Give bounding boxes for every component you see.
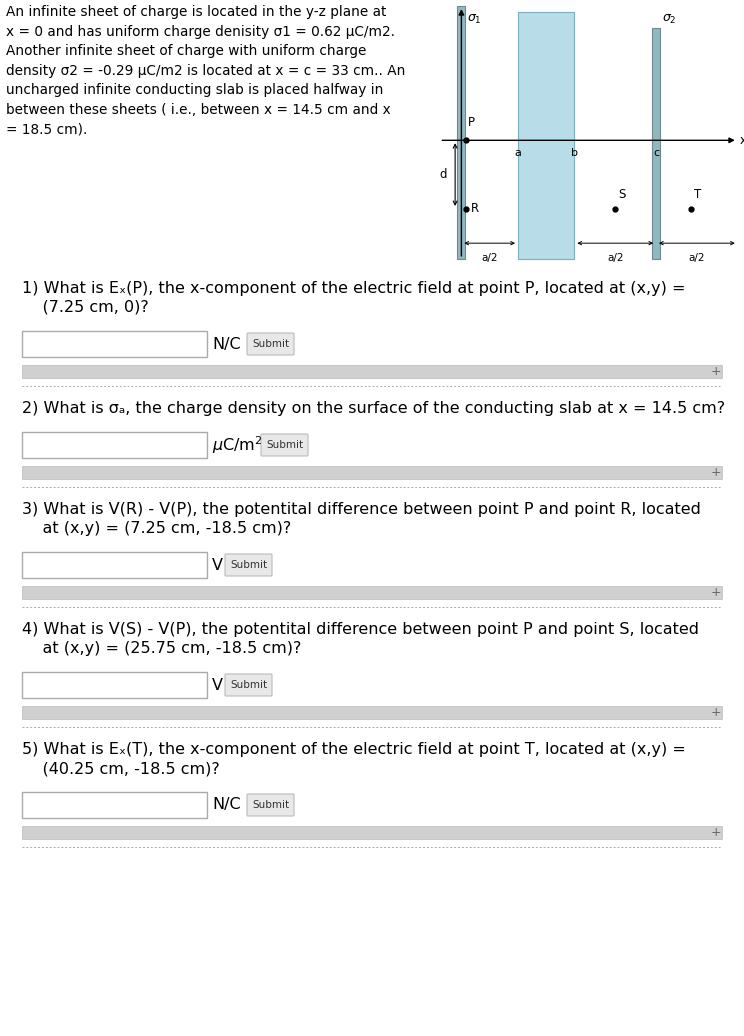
- Bar: [22, 552, 207, 578]
- Text: An infinite sheet of charge is located in the y-z plane at
x = 0 and has uniform: An infinite sheet of charge is located i…: [7, 5, 405, 137]
- FancyBboxPatch shape: [261, 434, 308, 456]
- Text: d: d: [440, 168, 447, 181]
- Text: Submit: Submit: [266, 440, 303, 450]
- Text: a/2: a/2: [689, 253, 705, 262]
- Text: c: c: [653, 148, 659, 159]
- Text: at (x,y) = (7.25 cm, -18.5 cm)?: at (x,y) = (7.25 cm, -18.5 cm)?: [22, 521, 291, 536]
- FancyBboxPatch shape: [225, 554, 272, 576]
- Text: 5) What is Eₓ(T), the x-component of the electric field at point T, located at (: 5) What is Eₓ(T), the x-component of the…: [22, 742, 686, 757]
- Text: a: a: [515, 148, 522, 159]
- FancyBboxPatch shape: [225, 674, 272, 696]
- Text: N/C: N/C: [212, 337, 240, 351]
- Bar: [652, 28, 660, 259]
- Bar: [22, 330, 207, 357]
- Bar: [22, 672, 207, 698]
- Text: N/C: N/C: [212, 798, 240, 812]
- Text: Submit: Submit: [230, 680, 267, 690]
- Text: x: x: [740, 134, 744, 147]
- Text: +: +: [711, 826, 722, 839]
- Bar: [22, 586, 722, 599]
- Text: R: R: [471, 202, 479, 215]
- Text: Submit: Submit: [252, 800, 289, 810]
- Text: T: T: [693, 189, 701, 201]
- FancyBboxPatch shape: [247, 333, 294, 355]
- Text: b: b: [571, 148, 578, 159]
- Text: at (x,y) = (25.75 cm, -18.5 cm)?: at (x,y) = (25.75 cm, -18.5 cm)?: [22, 641, 301, 656]
- Text: a/2: a/2: [481, 253, 498, 262]
- Text: +: +: [711, 466, 722, 479]
- Text: +: +: [711, 706, 722, 719]
- Text: S: S: [618, 189, 626, 201]
- Bar: [458, 6, 465, 259]
- Text: Submit: Submit: [252, 339, 289, 349]
- Text: +: +: [711, 586, 722, 599]
- Bar: [22, 706, 722, 719]
- Text: Submit: Submit: [230, 560, 267, 570]
- Text: (7.25 cm, 0)?: (7.25 cm, 0)?: [22, 300, 149, 315]
- Text: 3) What is V(R) - V(P), the potentital difference between point P and point R, l: 3) What is V(R) - V(P), the potentital d…: [22, 502, 701, 517]
- Text: a/2: a/2: [607, 253, 623, 262]
- Text: $\mu$C/m$^2$: $\mu$C/m$^2$: [212, 434, 263, 456]
- Text: V: V: [212, 557, 223, 573]
- Bar: [22, 466, 722, 479]
- Bar: [22, 432, 207, 458]
- Text: +: +: [711, 365, 722, 378]
- Text: (40.25 cm, -18.5 cm)?: (40.25 cm, -18.5 cm)?: [22, 761, 219, 776]
- Text: $\sigma_2$: $\sigma_2$: [661, 12, 676, 26]
- Text: $\sigma_1$: $\sigma_1$: [467, 12, 481, 26]
- Text: P: P: [468, 116, 475, 130]
- Bar: [22, 365, 722, 378]
- Bar: [22, 792, 207, 818]
- Text: 4) What is V(S) - V(P), the potentital difference between point P and point S, l: 4) What is V(S) - V(P), the potentital d…: [22, 622, 699, 637]
- Text: 2) What is σₐ, the charge density on the surface of the conducting slab at x = 1: 2) What is σₐ, the charge density on the…: [22, 401, 725, 416]
- Text: 1) What is Eₓ(P), the x-component of the electric field at point P, located at (: 1) What is Eₓ(P), the x-component of the…: [22, 281, 685, 296]
- Text: V: V: [212, 678, 223, 692]
- Bar: [22, 826, 722, 839]
- FancyBboxPatch shape: [247, 794, 294, 816]
- Bar: [518, 12, 574, 259]
